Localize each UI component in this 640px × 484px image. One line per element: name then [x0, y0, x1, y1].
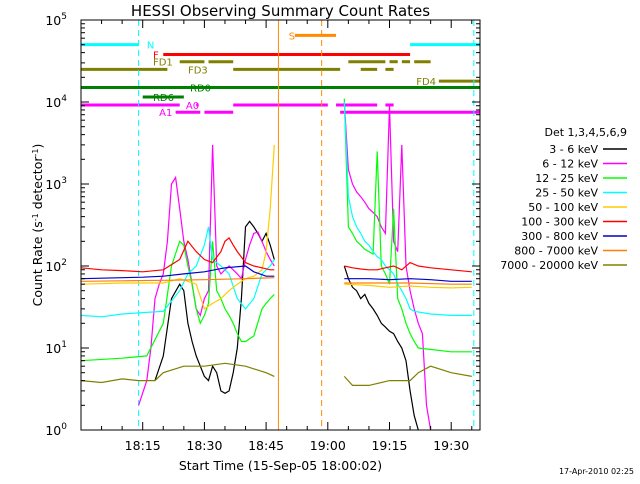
series-line-0-seg-0 — [154, 220, 275, 394]
flag-label-rd6: RD6 — [153, 93, 174, 104]
flag-label-a0: A0 — [186, 101, 199, 112]
series-line-7-seg-1 — [344, 282, 472, 285]
y-tick-label-3: 103 — [45, 176, 67, 192]
timestamp: 17-Apr-2010 02:25 — [559, 467, 634, 476]
legend-title: Det 1,3,4,5,6,9 — [544, 126, 627, 139]
legend-label-1: 6 - 12 keV — [542, 158, 598, 171]
series-line-8-seg-1 — [343, 365, 472, 386]
series-line-1-seg-0 — [138, 144, 275, 406]
flag-label-f: F — [153, 50, 159, 61]
legend-label-8: 7000 - 20000 keV — [500, 259, 598, 272]
legend-label-7: 800 - 7000 keV — [514, 245, 598, 258]
legend-label-0: 3 - 6 keV — [549, 143, 598, 156]
flag-label-fd1: FD1 — [153, 58, 173, 69]
series-line-0-seg-1 — [343, 265, 419, 431]
legend-label-6: 300 - 800 keV — [521, 230, 598, 243]
flag-label-n: N — [147, 41, 154, 52]
flag-label-fd3: FD3 — [188, 65, 208, 76]
series-line-1-seg-1 — [343, 101, 432, 431]
y-tick-label-2: 102 — [45, 258, 67, 274]
x-tick-label-3: 19:00 — [310, 438, 346, 453]
plot-frame — [80, 19, 481, 431]
series-line-3-seg-0 — [80, 226, 275, 318]
x-tick-label-0: 18:15 — [125, 438, 161, 453]
y-tick-label-1: 101 — [45, 340, 67, 356]
series-line-4-seg-1 — [344, 283, 472, 289]
series-line-5-seg-1 — [344, 261, 472, 273]
series-line-7-seg-0 — [80, 277, 275, 282]
series-line-2-seg-1 — [343, 98, 472, 353]
x-tick-label-1: 18:30 — [186, 438, 222, 453]
series-line-3-seg-1 — [343, 101, 472, 316]
series-line-5-seg-0 — [80, 236, 275, 273]
series-line-2-seg-0 — [80, 240, 275, 362]
y-tick-label-5: 105 — [45, 12, 67, 28]
flag-label-fd4: FD4 — [416, 77, 436, 88]
series-line-6-seg-0 — [80, 265, 275, 280]
flag-label-rd0: RD0 — [190, 84, 211, 95]
chart-title: HESSI Observing Summary Count Rates — [131, 2, 430, 20]
x-tick-label-2: 18:45 — [248, 438, 284, 453]
flag-label-a1: A1 — [159, 108, 172, 119]
legend-label-4: 50 - 100 keV — [528, 201, 598, 214]
series-line-8-seg-0 — [80, 362, 275, 384]
y-tick-label-4: 104 — [45, 94, 67, 110]
legend-label-5: 100 - 300 keV — [521, 216, 598, 229]
x-tick-label-5: 19:30 — [433, 438, 469, 453]
y-tick-label-0: 100 — [45, 422, 67, 438]
x-tick-label-4: 19:15 — [371, 438, 407, 453]
legend-label-2: 12 - 25 keV — [535, 172, 598, 185]
series-line-6-seg-1 — [344, 278, 472, 282]
x-axis-label: Start Time (15-Sep-05 18:00:02) — [179, 458, 382, 473]
flag-label-s: S — [289, 31, 295, 42]
legend-label-3: 25 - 50 keV — [535, 187, 598, 200]
y-axis-label: Count Rate (s-1 detector-1) — [30, 144, 45, 307]
